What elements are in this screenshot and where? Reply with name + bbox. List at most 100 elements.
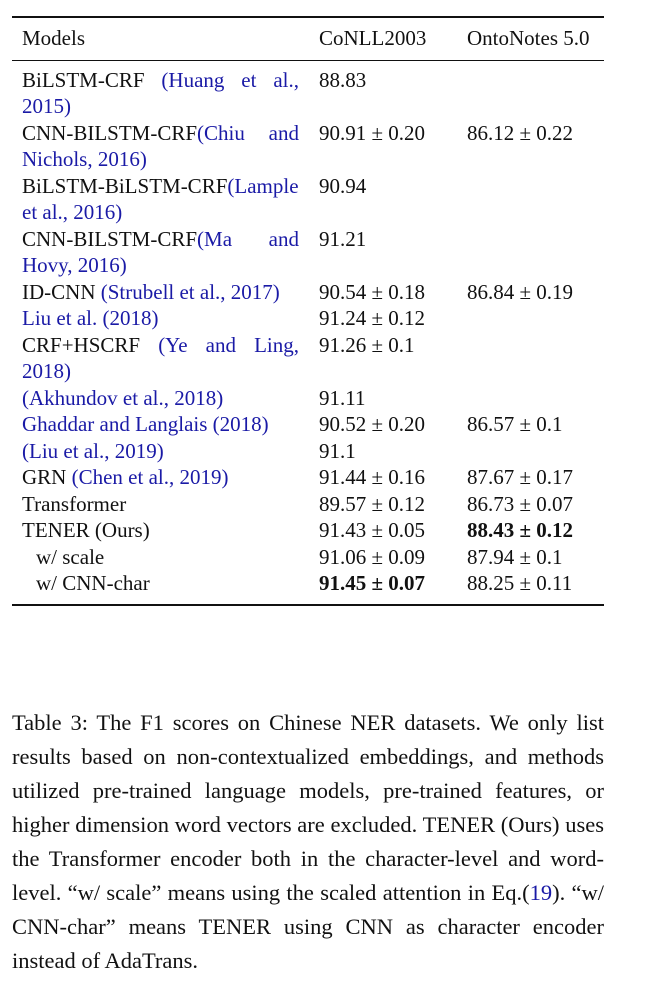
score-cell: 90.52 ± 0.20 [319, 411, 467, 438]
score-cell: 87.94 ± 0.1 [467, 544, 604, 571]
header-cell: OntoNotes 5.0 [467, 26, 590, 50]
score: 90.52 ± 0.20 [319, 412, 426, 436]
table-header: Models CoNLL2003 OntoNotes 5.0 [12, 17, 604, 60]
model-cell: Transformer [12, 491, 319, 518]
model-cell: (Liu et al., 2019) [12, 438, 319, 465]
score-cell [467, 60, 604, 120]
header-cell: Models [22, 26, 85, 50]
equation-link[interactable]: 19 [529, 880, 553, 905]
score: 91.45 ± 0.07 [319, 571, 426, 595]
model-cell: CRF+HSCRF (Ye and Ling, 2018) [12, 332, 319, 385]
citation[interactable]: (Chen et al., 2019) [71, 465, 229, 489]
model-name: w/ CNN-char [36, 571, 150, 595]
table-row: TENER (Ours) 91.43 ± 0.05 88.43 ± 0.12 [12, 517, 604, 544]
citation[interactable]: (Liu et al., 2019) [22, 438, 164, 463]
table-row: BiLSTM-CRF (Huang et al., 2015) 88.83 [12, 60, 604, 120]
table-row: Liu et al. (2018) 91.24 ± 0.12 [12, 305, 604, 332]
score-cell [467, 173, 604, 226]
table-row: Transformer 89.57 ± 0.12 86.73 ± 0.07 [12, 491, 604, 518]
score: 87.67 ± 0.17 [467, 465, 574, 489]
score: 86.73 ± 0.07 [467, 491, 574, 516]
model-name: w/ scale [36, 544, 105, 569]
citation[interactable]: (Strubell et al., 2017) [100, 279, 280, 304]
table-row: ID-CNN (Strubell et al., 2017) 90.54 ± 0.… [12, 279, 604, 306]
score: 91.43 ± 0.05 [319, 518, 426, 542]
results-table: Models CoNLL2003 OntoNotes 5.0 BiLSTM-CR… [12, 16, 604, 606]
model-cell: TENER (Ours) [12, 517, 319, 544]
score: 86.84 ± 0.19 [467, 279, 574, 304]
citation[interactable]: (Chiu and Nichols, 2016) [22, 120, 299, 172]
score: 86.12 ± 0.22 [467, 120, 574, 145]
score: 90.54 ± 0.18 [319, 279, 426, 304]
table-row: BiLSTM-BiLSTM-CRF(Lample et al., 2016) 90… [12, 173, 604, 226]
score: 91.26 ± 0.1 [319, 332, 415, 357]
score-cell: 91.43 ± 0.05 [319, 517, 467, 544]
score-cell: 88.25 ± 0.11 [467, 570, 604, 605]
model-cell: BiLSTM-BiLSTM-CRF(Lample et al., 2016) [12, 173, 319, 226]
table-body: BiLSTM-CRF (Huang et al., 2015) 88.83 CNN-… [12, 60, 604, 605]
score: 89.57 ± 0.12 [319, 491, 426, 516]
score-cell: 86.12 ± 0.22 [467, 120, 604, 173]
table-row: (Liu et al., 2019) 91.1 [12, 438, 604, 465]
model-cell: CNN-BILSTM-CRF(Ma and Hovy, 2016) [12, 226, 319, 279]
table-row: GRN (Chen et al., 2019) 91.44 ± 0.16 87.67… [12, 464, 604, 491]
model-cell: CNN-BILSTM-CRF(Chiu and Nichols, 2016) [12, 120, 319, 173]
score: 88.25 ± 0.11 [467, 571, 573, 595]
table-row: w/ CNN-char 91.45 ± 0.07 88.25 ± 0.11 [12, 570, 604, 605]
score-cell: 91.1 [319, 438, 467, 465]
model-cell: BiLSTM-CRF (Huang et al., 2015) [12, 60, 319, 120]
model-cell: Ghaddar and Langlais (2018) [12, 411, 319, 438]
score: 91.11 [319, 385, 366, 410]
score: 88.83 [319, 67, 367, 92]
citation[interactable]: (Lample et al., 2016) [22, 173, 299, 225]
caption-text: ). “w/ CNN-char” means TENER using CNN a… [12, 880, 604, 973]
score: 86.57 ± 0.1 [467, 412, 563, 436]
score-cell: 90.54 ± 0.18 [319, 279, 467, 306]
model-cell: w/ CNN-char [12, 570, 319, 605]
model-cell: (Akhundov et al., 2018) [12, 385, 319, 412]
table-row: CNN-BILSTM-CRF(Ma and Hovy, 2016) 91.21 [12, 226, 604, 279]
model-name: GRN [22, 465, 72, 489]
score-cell [467, 385, 604, 412]
score-cell: 91.06 ± 0.09 [319, 544, 467, 571]
model-cell: ID-CNN (Strubell et al., 2017) [12, 279, 319, 306]
model-name: ID-CNN [22, 279, 101, 304]
header-row: Models CoNLL2003 OntoNotes 5.0 [12, 17, 604, 60]
score: 91.21 [319, 226, 367, 251]
score-cell: 91.21 [319, 226, 467, 279]
table-row: CRF+HSCRF (Ye and Ling, 2018) 91.26 ± 0.1 [12, 332, 604, 385]
score-cell: 89.57 ± 0.12 [319, 491, 467, 518]
header-cell: CoNLL2003 [319, 26, 427, 50]
model-name: TENER (Ours) [22, 518, 150, 542]
citation[interactable]: (Ma and Hovy, 2016) [22, 226, 299, 278]
score-cell: 90.91 ± 0.20 [319, 120, 467, 173]
citation[interactable]: (Akhundov et al., 2018) [22, 385, 224, 410]
citation[interactable]: Liu et al. (2018) [22, 306, 159, 330]
score: 88.43 ± 0.12 [467, 518, 574, 542]
model-name: Transformer [22, 491, 127, 516]
score: 91.1 [319, 438, 356, 463]
table-row: Ghaddar and Langlais (2018) 90.52 ± 0.20 8… [12, 411, 604, 438]
citation[interactable]: (Huang et al., 2015) [22, 67, 299, 119]
model-name: CNN-BILSTM-CRF [22, 226, 198, 251]
model-name: CRF+HSCRF [22, 332, 159, 357]
caption: Table 3: The F1 scores on Chinese NER da… [12, 706, 604, 978]
score-cell [467, 438, 604, 465]
table-row: CNN-BILSTM-CRF(Chiu and Nichols, 2016) 90… [12, 120, 604, 173]
score: 90.91 ± 0.20 [319, 120, 426, 145]
citation[interactable]: (Ye and Ling, 2018) [22, 332, 299, 384]
score-cell: 91.44 ± 0.16 [319, 464, 467, 491]
score-cell [467, 332, 604, 385]
score-cell: 86.73 ± 0.07 [467, 491, 604, 518]
score-cell: 86.57 ± 0.1 [467, 411, 604, 438]
score-cell: 91.24 ± 0.12 [319, 305, 467, 332]
caption-text: Table 3: The F1 scores on Chinese NER da… [12, 710, 604, 905]
table-row: w/ scale 91.06 ± 0.09 87.94 ± 0.1 [12, 544, 604, 571]
score-cell [467, 305, 604, 332]
score: 91.24 ± 0.12 [319, 306, 426, 330]
score-cell: 91.11 [319, 385, 467, 412]
score-cell [467, 226, 604, 279]
citation[interactable]: Ghaddar and Langlais (2018) [22, 412, 269, 436]
model-cell: GRN (Chen et al., 2019) [12, 464, 319, 491]
